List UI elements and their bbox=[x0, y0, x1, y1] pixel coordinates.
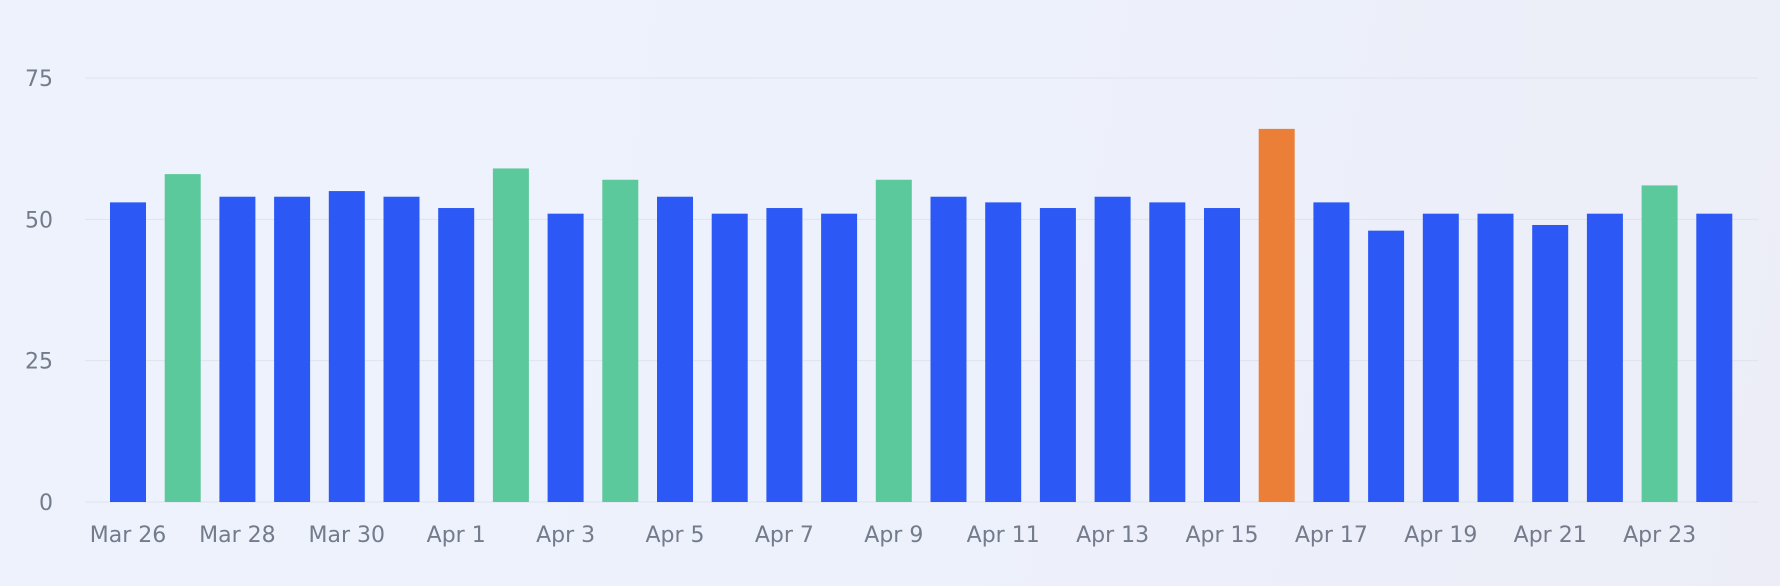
bar-mar-31[interactable] bbox=[383, 196, 420, 502]
x-tick-label: Apr 17 bbox=[1295, 523, 1368, 548]
y-tick-label: 0 bbox=[39, 491, 53, 516]
bar-apr-19[interactable] bbox=[1422, 213, 1459, 502]
y-axis: 0 25 50 75 bbox=[25, 67, 53, 516]
bar-apr-15[interactable] bbox=[1204, 208, 1240, 502]
bar-apr-12[interactable] bbox=[1039, 208, 1076, 502]
bar-apr-17[interactable] bbox=[1313, 202, 1350, 502]
x-tick-label: Apr 13 bbox=[1076, 523, 1149, 548]
bar-apr-22[interactable] bbox=[1586, 213, 1623, 502]
bar-series bbox=[110, 128, 1733, 503]
x-tick-label: Apr 19 bbox=[1404, 523, 1477, 548]
bar-apr-11[interactable] bbox=[985, 202, 1022, 502]
x-tick-label: Apr 5 bbox=[645, 523, 704, 548]
bar-apr-18[interactable] bbox=[1368, 230, 1405, 502]
bar-apr-6[interactable] bbox=[711, 213, 748, 502]
bar-apr-1[interactable] bbox=[438, 208, 475, 502]
x-tick-label: Mar 26 bbox=[90, 523, 167, 548]
bar-mar-28[interactable] bbox=[219, 196, 256, 502]
bar-apr-24[interactable] bbox=[1696, 213, 1733, 502]
bar-apr-8[interactable] bbox=[821, 213, 858, 502]
x-tick-label: Apr 7 bbox=[755, 523, 814, 548]
y-tick-label: 25 bbox=[25, 350, 53, 375]
bar-apr-20[interactable] bbox=[1477, 213, 1514, 502]
x-tick-label: Apr 3 bbox=[536, 523, 595, 548]
bar-mar-30[interactable] bbox=[328, 191, 365, 503]
x-tick-label: Mar 28 bbox=[199, 523, 276, 548]
bar-apr-2[interactable] bbox=[492, 168, 529, 502]
bar-apr-13[interactable] bbox=[1094, 196, 1131, 502]
bar-apr-16[interactable] bbox=[1258, 128, 1295, 502]
x-axis: Mar 26 Mar 28 Mar 30 Apr 1 Apr 3 Apr 5 Apr 7 Ap… bbox=[90, 523, 1696, 548]
bar-mar-29[interactable] bbox=[274, 196, 311, 502]
bar-apr-21[interactable] bbox=[1532, 224, 1569, 502]
bar-apr-23[interactable] bbox=[1641, 185, 1678, 502]
x-tick-label: Mar 30 bbox=[309, 523, 386, 548]
bar-apr-14[interactable] bbox=[1149, 202, 1186, 502]
x-tick-label: Apr 11 bbox=[967, 523, 1040, 548]
bar-apr-5[interactable] bbox=[657, 196, 693, 502]
y-tick-label: 50 bbox=[25, 208, 53, 233]
bar-mar-27[interactable] bbox=[164, 174, 201, 502]
bar-apr-10[interactable] bbox=[930, 196, 967, 502]
x-tick-label: Apr 23 bbox=[1623, 523, 1696, 548]
y-tick-label: 75 bbox=[25, 67, 53, 92]
x-tick-label: Apr 1 bbox=[427, 523, 486, 548]
bar-apr-3[interactable] bbox=[547, 213, 584, 502]
bar-mar-26[interactable] bbox=[110, 202, 146, 502]
x-tick-label: Apr 15 bbox=[1185, 523, 1258, 548]
x-tick-label: Apr 21 bbox=[1514, 523, 1587, 548]
bar-apr-4[interactable] bbox=[602, 179, 639, 502]
bar-apr-9[interactable] bbox=[875, 179, 912, 502]
x-tick-label: Apr 9 bbox=[864, 523, 923, 548]
bar-apr-7[interactable] bbox=[766, 208, 803, 502]
